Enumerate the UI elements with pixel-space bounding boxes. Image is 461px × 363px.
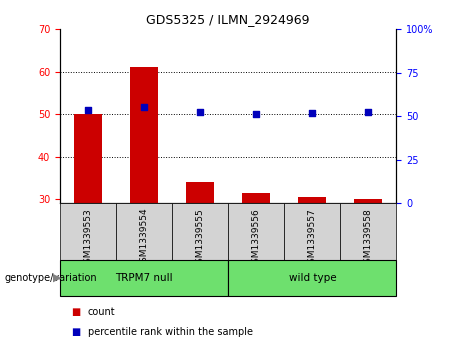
Text: ▶: ▶ <box>53 273 61 283</box>
Text: percentile rank within the sample: percentile rank within the sample <box>88 327 253 337</box>
Text: wild type: wild type <box>289 273 336 283</box>
Text: GSM1339558: GSM1339558 <box>364 208 373 269</box>
Point <box>84 107 92 113</box>
Bar <box>172 203 228 260</box>
Text: GSM1339554: GSM1339554 <box>140 208 148 268</box>
Text: count: count <box>88 307 115 317</box>
Text: ■: ■ <box>71 327 81 337</box>
Point <box>140 104 148 110</box>
Text: TRPM7 null: TRPM7 null <box>115 273 173 283</box>
Bar <box>298 197 326 327</box>
Text: GSM1339555: GSM1339555 <box>195 208 205 269</box>
Bar <box>60 203 116 260</box>
Bar <box>284 203 340 260</box>
Bar <box>228 203 284 260</box>
Bar <box>355 199 383 327</box>
Text: ■: ■ <box>71 307 81 317</box>
Text: GSM1339553: GSM1339553 <box>83 208 93 269</box>
Bar <box>116 203 172 260</box>
Point <box>253 111 260 117</box>
Point <box>309 110 316 115</box>
Point <box>365 109 372 115</box>
Bar <box>74 114 102 327</box>
Point <box>196 109 204 115</box>
Text: GSM1339557: GSM1339557 <box>308 208 317 269</box>
Bar <box>340 203 396 260</box>
Bar <box>228 260 396 296</box>
Bar <box>242 193 270 327</box>
Bar <box>130 67 158 327</box>
Text: GSM1339556: GSM1339556 <box>252 208 261 269</box>
Title: GDS5325 / ILMN_2924969: GDS5325 / ILMN_2924969 <box>147 13 310 26</box>
Text: genotype/variation: genotype/variation <box>5 273 97 283</box>
Bar <box>186 182 214 327</box>
Bar <box>60 260 228 296</box>
